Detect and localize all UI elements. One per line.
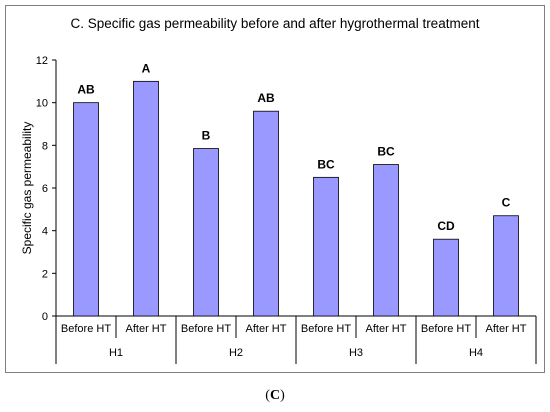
bar: [313, 176, 339, 317]
x-tick-label: Before HT: [421, 323, 471, 335]
y-tick-label: 6: [42, 183, 48, 195]
y-tick-label: 0: [42, 311, 48, 323]
bar-chart: C. Specific gas permeability before and …: [20, 16, 537, 364]
x-tick-label: After HT: [246, 323, 287, 335]
data-label: CD: [437, 219, 455, 233]
chart-title: C. Specific gas permeability before and …: [71, 16, 480, 31]
data-label: BC: [317, 157, 335, 171]
caption-letter: C: [269, 388, 281, 403]
x-tick-label: After HT: [126, 323, 167, 335]
bar: [493, 215, 519, 317]
data-label: BC: [377, 145, 395, 159]
group-label: H2: [229, 347, 243, 359]
bar: [73, 102, 99, 317]
bar: [253, 110, 279, 317]
data-label: AB: [257, 91, 275, 105]
data-label: AB: [77, 83, 95, 97]
chart-frame: [5, 5, 545, 373]
x-tick-label: Before HT: [61, 323, 111, 335]
group-label: H4: [469, 347, 483, 359]
data-label: A: [142, 61, 151, 75]
bar: [133, 80, 159, 317]
y-tick-label: 8: [42, 140, 48, 152]
data-label: C: [502, 196, 511, 210]
y-tick-label: 12: [36, 55, 48, 67]
x-tick-label: Before HT: [181, 323, 231, 335]
x-tick-label: After HT: [366, 323, 407, 335]
y-tick-label: 10: [36, 98, 48, 110]
group-label: H1: [109, 347, 123, 359]
figure-caption: (C): [265, 388, 285, 403]
group-label: H3: [349, 347, 363, 359]
y-axis-label: Specific gas permeability: [20, 122, 34, 255]
bar: [373, 164, 399, 317]
bar: [193, 148, 219, 317]
data-label: B: [202, 129, 211, 143]
x-tick-label: After HT: [486, 323, 527, 335]
bar: [433, 238, 459, 317]
y-tick-label: 2: [42, 268, 48, 280]
y-tick-label: 4: [42, 226, 48, 238]
x-tick-label: Before HT: [301, 323, 351, 335]
